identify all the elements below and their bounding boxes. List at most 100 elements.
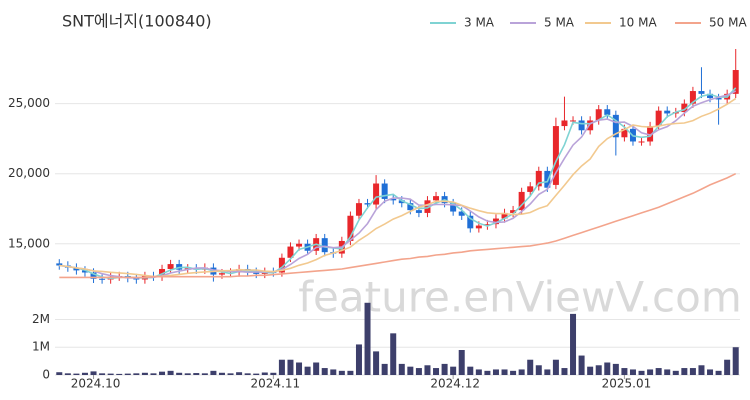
candle-body [415,210,422,213]
volume-bar [612,363,619,375]
candle-body [647,126,654,142]
legend-label: 3 MA [464,16,495,30]
volume-bar [689,368,696,375]
candle-body [159,268,166,277]
volume-bar [56,372,63,375]
ma-line [59,90,737,279]
candle-body [467,215,474,229]
candle-body [73,267,80,271]
candle-body [681,103,688,113]
volume-bar [159,371,166,375]
candle-body [407,203,414,211]
volume-bar [424,365,431,375]
volume-bar [381,363,388,375]
volume-bar [501,369,508,375]
candle-body [561,120,568,127]
legend-label: 10 MA [619,16,657,30]
volume-bar [210,370,217,375]
volume-bar [330,369,337,375]
volume-bar [535,365,542,375]
volume-bar [261,372,268,375]
volume-bar [570,313,577,375]
volume-bar [638,370,645,375]
volume-bar [227,373,234,375]
candle-body [595,109,602,121]
volume-bar [724,359,731,375]
volume-bar [167,370,174,375]
candle-body [321,238,328,253]
volume-bar [141,372,148,375]
volume-bar [621,368,628,375]
x-tick-label: 2024.12 [430,377,480,391]
candle-body [167,264,174,269]
candle-body [484,224,491,226]
volume-bar [544,369,551,375]
volume-bar [415,368,422,375]
candle-body [492,218,499,225]
volume-bar [313,362,320,375]
y-tick-label: 20,000 [8,166,50,180]
volume-bar [595,365,602,375]
candle-body [621,128,628,138]
volume-bar [321,368,328,375]
volume-bar [253,373,260,375]
candle-body [612,114,619,138]
volume-bar [176,372,183,375]
volume-bar [193,373,200,375]
candle-body [373,183,380,205]
candle-body [390,198,397,201]
candle-body [707,93,714,99]
volume-bar [604,362,611,375]
volume-bar [355,344,362,375]
volume-bar [561,368,568,375]
ma-line [59,87,737,280]
ma-line [59,172,737,279]
volume-bar [338,370,345,375]
volume-bar [467,366,474,375]
volume-bar [492,369,499,375]
volume-bar [698,365,705,375]
candle-body [364,203,371,205]
candle-body [535,170,542,187]
candle-body [355,203,362,216]
volume-bar [475,369,482,375]
candle-body [510,210,517,213]
volume-bar [510,370,517,375]
candle-body [552,126,559,185]
candle-body [715,98,722,100]
y-tick-label: 25,000 [8,96,50,110]
candle-body [518,191,525,211]
volume-bar [629,369,636,375]
candle-body [698,91,705,94]
volume-bar [732,347,739,375]
candle-body [450,203,457,212]
candle-body [424,200,431,213]
volume-bar [398,363,405,375]
candle-body [570,120,577,122]
volume-tick-label: 0 [42,368,50,382]
volume-bar [184,373,191,375]
candle-body [278,257,285,273]
volume-bar [116,373,123,375]
watermark: feature.enViewV.com [298,273,741,322]
legend-label: 50 MA [709,16,747,30]
volume-bar [73,373,80,375]
candle-body [527,186,534,192]
volume-bar [133,373,140,375]
volume-bar [150,373,157,375]
candle-body [99,278,106,280]
candle-body [90,272,97,279]
chart-title: SNT에너지(100840) [62,12,212,31]
candle-body [475,225,482,229]
candle-body [287,246,294,258]
candle-body [296,243,303,247]
volume-bar [81,372,88,375]
candle-body [433,196,440,201]
y-tick-label: 15,000 [8,236,50,250]
grid-layer [55,103,740,376]
volume-bar [715,370,722,375]
volume-tick-label: 2M [32,312,50,326]
volume-bar [124,373,131,375]
volume-bar [578,355,585,375]
candle-body [347,215,354,241]
